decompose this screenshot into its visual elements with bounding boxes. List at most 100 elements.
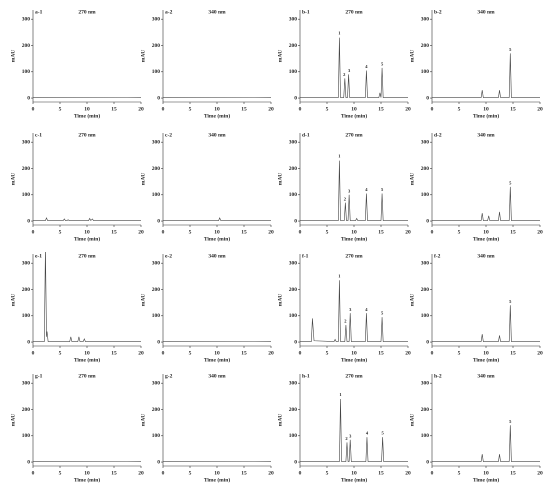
y-tick-label: 300 (289, 16, 298, 22)
x-axis-label: Time (min) (473, 476, 499, 483)
y-tick-label: 0 (426, 95, 429, 101)
chromatogram-line (163, 217, 271, 221)
y-tick-label: 200 (421, 43, 430, 49)
x-tick-label: 5 (189, 106, 192, 112)
y-tick-label: 0 (157, 218, 160, 224)
peak-label: 4 (365, 307, 368, 312)
y-tick-label: 200 (421, 407, 430, 413)
chromatogram-line (300, 160, 408, 221)
panel-subtitle: 340 nm (477, 253, 495, 259)
y-tick-label: 200 (22, 287, 31, 293)
y-tick-label: 300 (289, 139, 298, 145)
panel-subtitle: 270 nm (78, 132, 96, 138)
y-tick-label: 300 (421, 260, 430, 266)
y-tick-label: 300 (421, 16, 430, 22)
x-axis-label: Time (min) (473, 356, 499, 363)
x-tick-label: 0 (162, 106, 165, 112)
x-tick-label: 20 (138, 350, 144, 356)
x-tick-label: 20 (138, 229, 144, 235)
panel-label: c-1 (35, 132, 42, 138)
x-tick-label: 5 (458, 106, 461, 112)
peak-label: 1 (338, 154, 341, 159)
panel-subtitle: 270 nm (345, 253, 363, 259)
chromatogram-line (432, 305, 540, 342)
x-tick-label: 0 (431, 470, 434, 476)
panel: 0 100 200 300 0 5 10 15 20 Time (min) mAU d-2 340 nm… (409, 132, 543, 242)
y-axis-label: mAU (277, 414, 283, 427)
x-tick-label: 5 (458, 229, 461, 235)
x-tick-label: 0 (162, 470, 165, 476)
panel: 0 100 200 300 0 5 10 15 20 Time (min) mAU h-2 340 nm… (409, 373, 543, 483)
panel-label: h-1 (302, 373, 310, 379)
x-tick-label: 5 (189, 470, 192, 476)
x-tick-label: 15 (378, 106, 384, 112)
panel-subtitle: 270 nm (78, 373, 96, 379)
y-tick-label: 100 (22, 433, 31, 439)
y-tick-label: 100 (289, 192, 298, 198)
panel-label: b-2 (434, 9, 442, 15)
y-tick-label: 0 (157, 339, 160, 345)
panel-subtitle: 340 nm (477, 9, 495, 15)
x-tick-label: 10 (84, 229, 90, 235)
panel: 0 100 200 300 0 5 10 15 20 Time (min) mAU a-1 270 nm (10, 9, 144, 119)
x-tick-label: 20 (405, 350, 411, 356)
y-tick-label: 100 (152, 192, 161, 198)
peak-label: 4 (365, 64, 368, 69)
x-tick-label: 5 (326, 106, 329, 112)
y-tick-label: 300 (152, 380, 161, 386)
chromatogram-line (432, 53, 540, 98)
x-tick-label: 20 (405, 106, 411, 112)
y-tick-label: 300 (22, 16, 31, 22)
y-tick-label: 200 (152, 287, 161, 293)
y-tick-label: 100 (289, 69, 298, 75)
y-tick-label: 0 (294, 339, 297, 345)
chromatogram-line (300, 37, 408, 98)
peak-label: 5 (509, 419, 512, 424)
x-axis-label: Time (min) (341, 235, 367, 242)
x-tick-label: 10 (214, 350, 220, 356)
peak-label: 3 (348, 68, 351, 73)
peak-label: 4 (365, 187, 368, 192)
x-tick-label: 10 (351, 470, 357, 476)
y-axis-label: mAU (140, 173, 146, 186)
y-tick-label: 300 (421, 139, 430, 145)
y-tick-label: 200 (22, 407, 31, 413)
peak-label: 1 (338, 273, 341, 278)
y-tick-label: 100 (289, 313, 298, 319)
x-tick-label: 20 (405, 470, 411, 476)
x-tick-label: 15 (378, 470, 384, 476)
y-axis-label: mAU (409, 294, 415, 307)
y-tick-label: 0 (27, 339, 30, 345)
y-axis-label: mAU (10, 50, 16, 63)
x-tick-label: 10 (483, 350, 489, 356)
x-tick-label: 10 (214, 229, 220, 235)
peak-label: 2 (344, 319, 347, 324)
y-tick-label: 100 (421, 433, 430, 439)
y-tick-label: 0 (157, 459, 160, 465)
y-tick-label: 300 (22, 260, 31, 266)
x-tick-label: 20 (138, 470, 144, 476)
y-axis-label: mAU (409, 414, 415, 427)
x-tick-label: 20 (268, 229, 274, 235)
x-axis-label: Time (min) (74, 476, 100, 483)
chromatogram-line (33, 217, 141, 222)
y-axis-label: mAU (409, 173, 415, 186)
y-tick-label: 0 (426, 459, 429, 465)
x-tick-label: 5 (326, 350, 329, 356)
panel-label: c-2 (165, 132, 172, 138)
peak-label: 3 (349, 307, 352, 312)
y-axis-label: mAU (10, 173, 16, 186)
panel: 0 100 200 300 0 5 10 15 20 Time (min) mAU e-1 270 nm (10, 252, 144, 363)
panel: 0 100 200 300 0 5 10 15 20 Time (min) mAU a-2 340 nm (140, 9, 274, 119)
y-tick-label: 200 (289, 407, 298, 413)
y-tick-label: 200 (421, 287, 430, 293)
panel-subtitle: 270 nm (345, 132, 363, 138)
x-tick-label: 0 (299, 350, 302, 356)
x-tick-label: 0 (32, 106, 35, 112)
x-tick-label: 5 (189, 229, 192, 235)
peak-label: 5 (381, 431, 384, 436)
y-tick-label: 200 (289, 166, 298, 172)
panel-subtitle: 270 nm (345, 373, 363, 379)
